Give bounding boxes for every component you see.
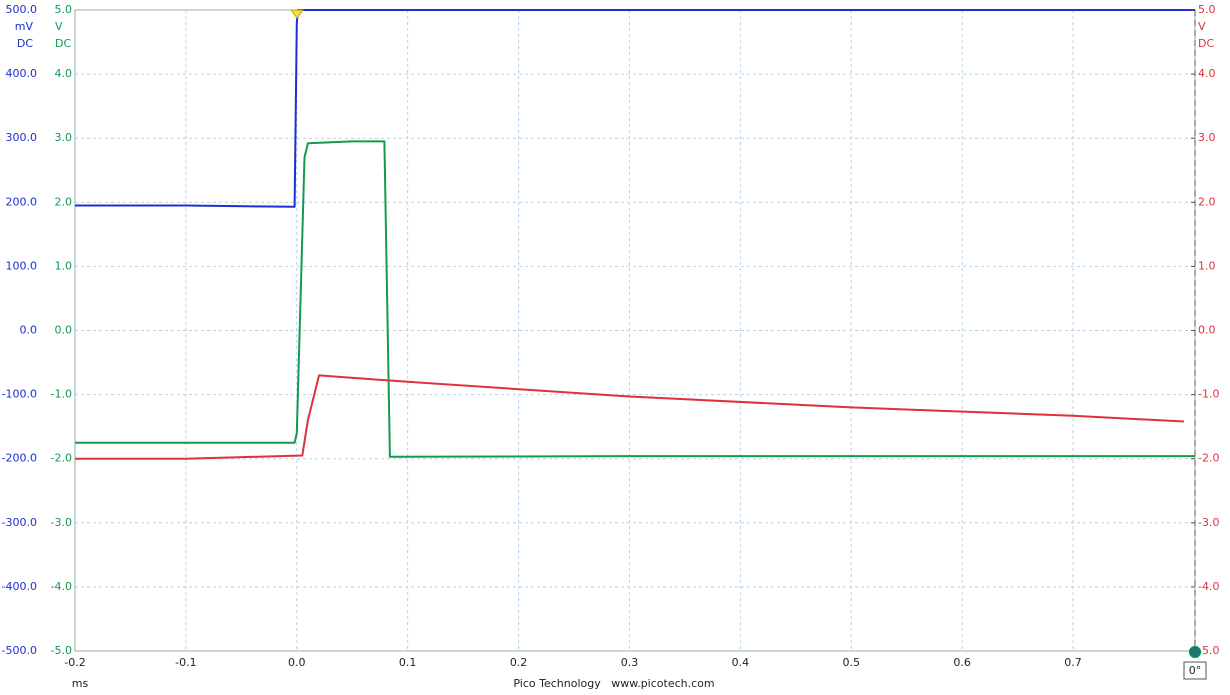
y-tick-label: -200.0 [2, 452, 37, 465]
axis-unit: V [55, 20, 63, 33]
axis-coupling: DC [55, 37, 71, 50]
y-tick-label: 1.0 [1198, 259, 1216, 272]
trace [75, 374, 1184, 460]
ruler-handle[interactable] [1188, 645, 1202, 659]
y-tick-label: 300.0 [6, 131, 38, 144]
y-tick-label: 1.0 [55, 259, 73, 272]
y-tick-label: 0.0 [1198, 324, 1216, 337]
y-tick-label: 5.0 [1198, 3, 1216, 16]
footer: Pico Technology www.picotech.com [513, 677, 714, 690]
y-tick-label: -1.0 [51, 388, 72, 401]
y-tick-label: 3.0 [1198, 131, 1216, 144]
y-tick-label: -500.0 [2, 644, 37, 657]
axis-coupling: DC [1198, 37, 1214, 50]
axis-unit: mV [15, 20, 34, 33]
y-tick-label: -4.0 [1198, 580, 1219, 593]
x-tick-label: 0.7 [1064, 656, 1082, 669]
x-tick-label: 0.1 [399, 656, 417, 669]
x-tick-label: 0.0 [288, 656, 306, 669]
y-tick-label: 4.0 [55, 67, 73, 80]
y-tick-label: -1.0 [1198, 388, 1219, 401]
y-tick-label: -4.0 [51, 580, 72, 593]
trigger-marker [290, 9, 304, 19]
x-tick-label: 0.5 [842, 656, 860, 669]
x-tick-label: 0.2 [510, 656, 528, 669]
y-tick-label: -5.0 [51, 644, 72, 657]
y-tick-label: -100.0 [2, 388, 37, 401]
phase-box [1183, 661, 1207, 680]
y-tick-label: -400.0 [2, 580, 37, 593]
y-tick-label: -2.0 [51, 452, 72, 465]
y-tick-label: -3.0 [51, 516, 72, 529]
y-tick-label: 5.0 [55, 3, 73, 16]
x-tick-label: -0.1 [175, 656, 196, 669]
phase: 0° [1189, 664, 1202, 677]
y-tick-label: -300.0 [2, 516, 37, 529]
axis-coupling: DC [17, 37, 33, 50]
y-tick-label: 100.0 [6, 259, 38, 272]
y-tick-label: 500.0 [6, 3, 38, 16]
y-tick-label: 2.0 [1198, 195, 1216, 208]
y-tick-label: 3.0 [55, 131, 73, 144]
axis-unit: V [1198, 20, 1206, 33]
y-tick-label: 0.0 [55, 324, 73, 337]
y-tick-label: 200.0 [6, 195, 38, 208]
x-tick-label: 0.6 [953, 656, 971, 669]
trace [75, 9, 1195, 208]
x-unit: ms [72, 677, 89, 690]
y-tick-label: 400.0 [6, 67, 38, 80]
x-tick-label: -0.2 [64, 656, 85, 669]
plot [75, 9, 1195, 651]
y-tick-label: -3.0 [1198, 516, 1219, 529]
trace [75, 140, 1195, 458]
y-tick-label: 4.0 [1198, 67, 1216, 80]
y-tick-label: 0.0 [20, 324, 38, 337]
y-tick-label: -2.0 [1198, 452, 1219, 465]
y-tick-label: -5.0 [1198, 644, 1219, 657]
y-tick-label: 2.0 [55, 195, 73, 208]
x-tick-label: 0.4 [732, 656, 750, 669]
x-tick-label: 0.3 [621, 656, 639, 669]
